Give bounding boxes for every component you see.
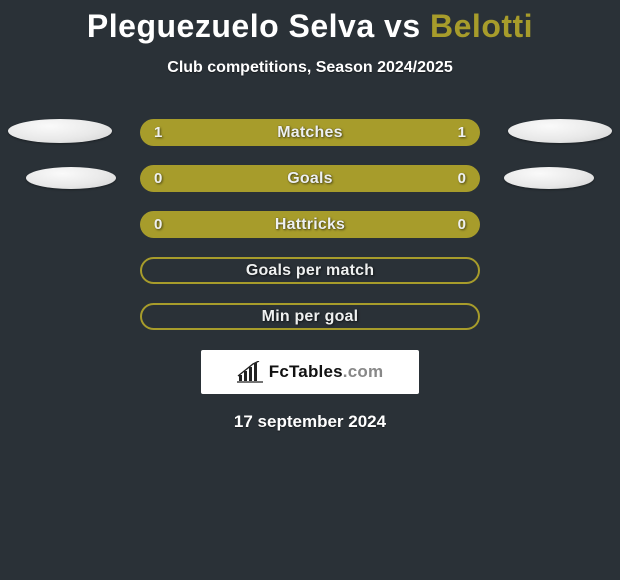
branding-box: FcTables.com [201,350,419,394]
branding-name: FcTables [269,362,343,381]
stat-label: Goals per match [246,262,374,280]
stat-bar: Hattricks 0 0 [140,211,480,238]
stat-value-left: 1 [154,124,162,141]
stat-bar: Min per goal [140,303,480,330]
stat-value-left: 0 [154,170,162,187]
player2-ellipse [504,167,594,189]
player1-name: Pleguezuelo Selva [87,8,375,44]
stat-row: Goals per match [0,257,620,284]
stat-value-right: 0 [458,170,466,187]
stat-bar: Goals per match [140,257,480,284]
stat-bar: Matches 1 1 [140,119,480,146]
branding-text: FcTables.com [269,362,384,382]
vs-separator: vs [375,8,430,44]
stat-rows: Matches 1 1 Goals 0 0 Hattricks 0 0 Goals per mat… [0,119,620,330]
stat-label: Matches [277,124,342,142]
bar-chart-icon [237,361,263,383]
stat-label: Min per goal [262,308,359,326]
player1-ellipse [26,167,116,189]
player2-name: Belotti [430,8,533,44]
subtitle: Club competitions, Season 2024/2025 [0,59,620,77]
stat-value-right: 0 [458,216,466,233]
stat-row: Min per goal [0,303,620,330]
date-label: 17 september 2024 [0,412,620,432]
stat-row: Matches 1 1 [0,119,620,146]
stat-row: Goals 0 0 [0,165,620,192]
stat-bar: Goals 0 0 [140,165,480,192]
stat-row: Hattricks 0 0 [0,211,620,238]
stat-label: Goals [287,170,332,188]
stat-value-right: 1 [458,124,466,141]
page-title: Pleguezuelo Selva vs Belotti [0,0,620,45]
player1-ellipse [8,119,112,143]
stat-value-left: 0 [154,216,162,233]
branding-suffix: .com [343,362,383,381]
stat-label: Hattricks [275,216,345,234]
player2-ellipse [508,119,612,143]
